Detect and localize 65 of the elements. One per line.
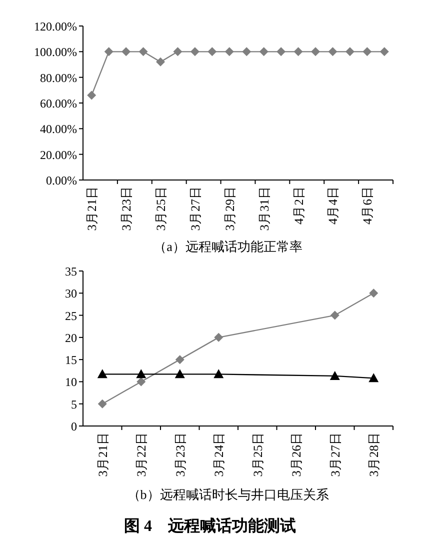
text: 图 4 远程喊话功能测试 [124,517,296,535]
point [98,399,107,408]
point [156,57,165,66]
x-tick-label: 3月21日 [85,186,100,231]
point [104,47,114,56]
x-tick-label: 3月27日 [328,432,342,477]
point [214,369,224,378]
point [311,47,320,56]
y-tick-label: 20 [65,330,77,345]
x-tick-label: 3月24日 [212,432,226,477]
x-tick-label: 4月4日 [326,186,340,224]
y-tick-label: 30 [65,286,77,301]
point [136,369,146,378]
y-tick-label: 35 [65,264,77,278]
x-tick-label: 3月31日 [257,186,272,231]
x-tick-label: 3月28日 [367,432,382,477]
x-axis-title: （b）远程喊话时长与井口电压关系 [127,487,329,502]
x-axis-title: （a）远程喊话功能正常率 [154,239,302,254]
y-tick-label: 10 [65,375,77,390]
x-tick-label: 3月21日 [96,432,110,477]
x-tick-label: 4月2日 [292,186,306,224]
point [208,47,217,56]
point [330,370,340,380]
point [380,47,389,56]
y-tick-label: 25 [65,308,77,323]
point [214,332,224,342]
point [97,369,108,378]
y-tick-label: 40.00% [40,122,77,136]
point [174,369,185,378]
point [294,47,303,56]
y-tick-label: 0.00% [46,174,77,188]
y-tick-label: 100.00% [34,45,77,60]
y-tick-label: 5 [71,397,77,412]
point [276,47,286,56]
point [368,373,379,382]
point [224,47,234,56]
x-tick-label: 4月6日 [360,186,375,224]
x-tick-label: 3月23日 [173,432,188,477]
point [175,355,184,364]
x-tick-label: 3月23日 [120,186,134,231]
point [328,47,338,56]
x-tick-label: 3月26日 [290,432,304,477]
y-tick-label: 60.00% [40,96,77,110]
y-tick-label: 20.00% [40,148,77,162]
x-tick-label: 3月27日 [188,186,202,231]
y-tick-label: 15 [65,353,77,368]
point [190,47,200,56]
point [362,47,372,56]
y-tick-label: 120.00% [34,20,77,34]
point [330,310,340,320]
x-tick-label: 3月29日 [222,186,237,231]
point [369,288,378,298]
y-tick-label: 0 [71,420,77,434]
point [87,90,96,100]
point [138,47,148,56]
point [242,47,252,56]
point [345,47,354,56]
point [259,47,268,56]
point [136,377,146,386]
point [122,47,131,56]
x-tick-label: 3月22日 [134,432,149,477]
point [173,47,182,56]
y-tick-label: 80.00% [40,70,77,85]
x-tick-label: 3月25日 [154,186,168,231]
x-tick-label: 3月25日 [250,432,265,477]
